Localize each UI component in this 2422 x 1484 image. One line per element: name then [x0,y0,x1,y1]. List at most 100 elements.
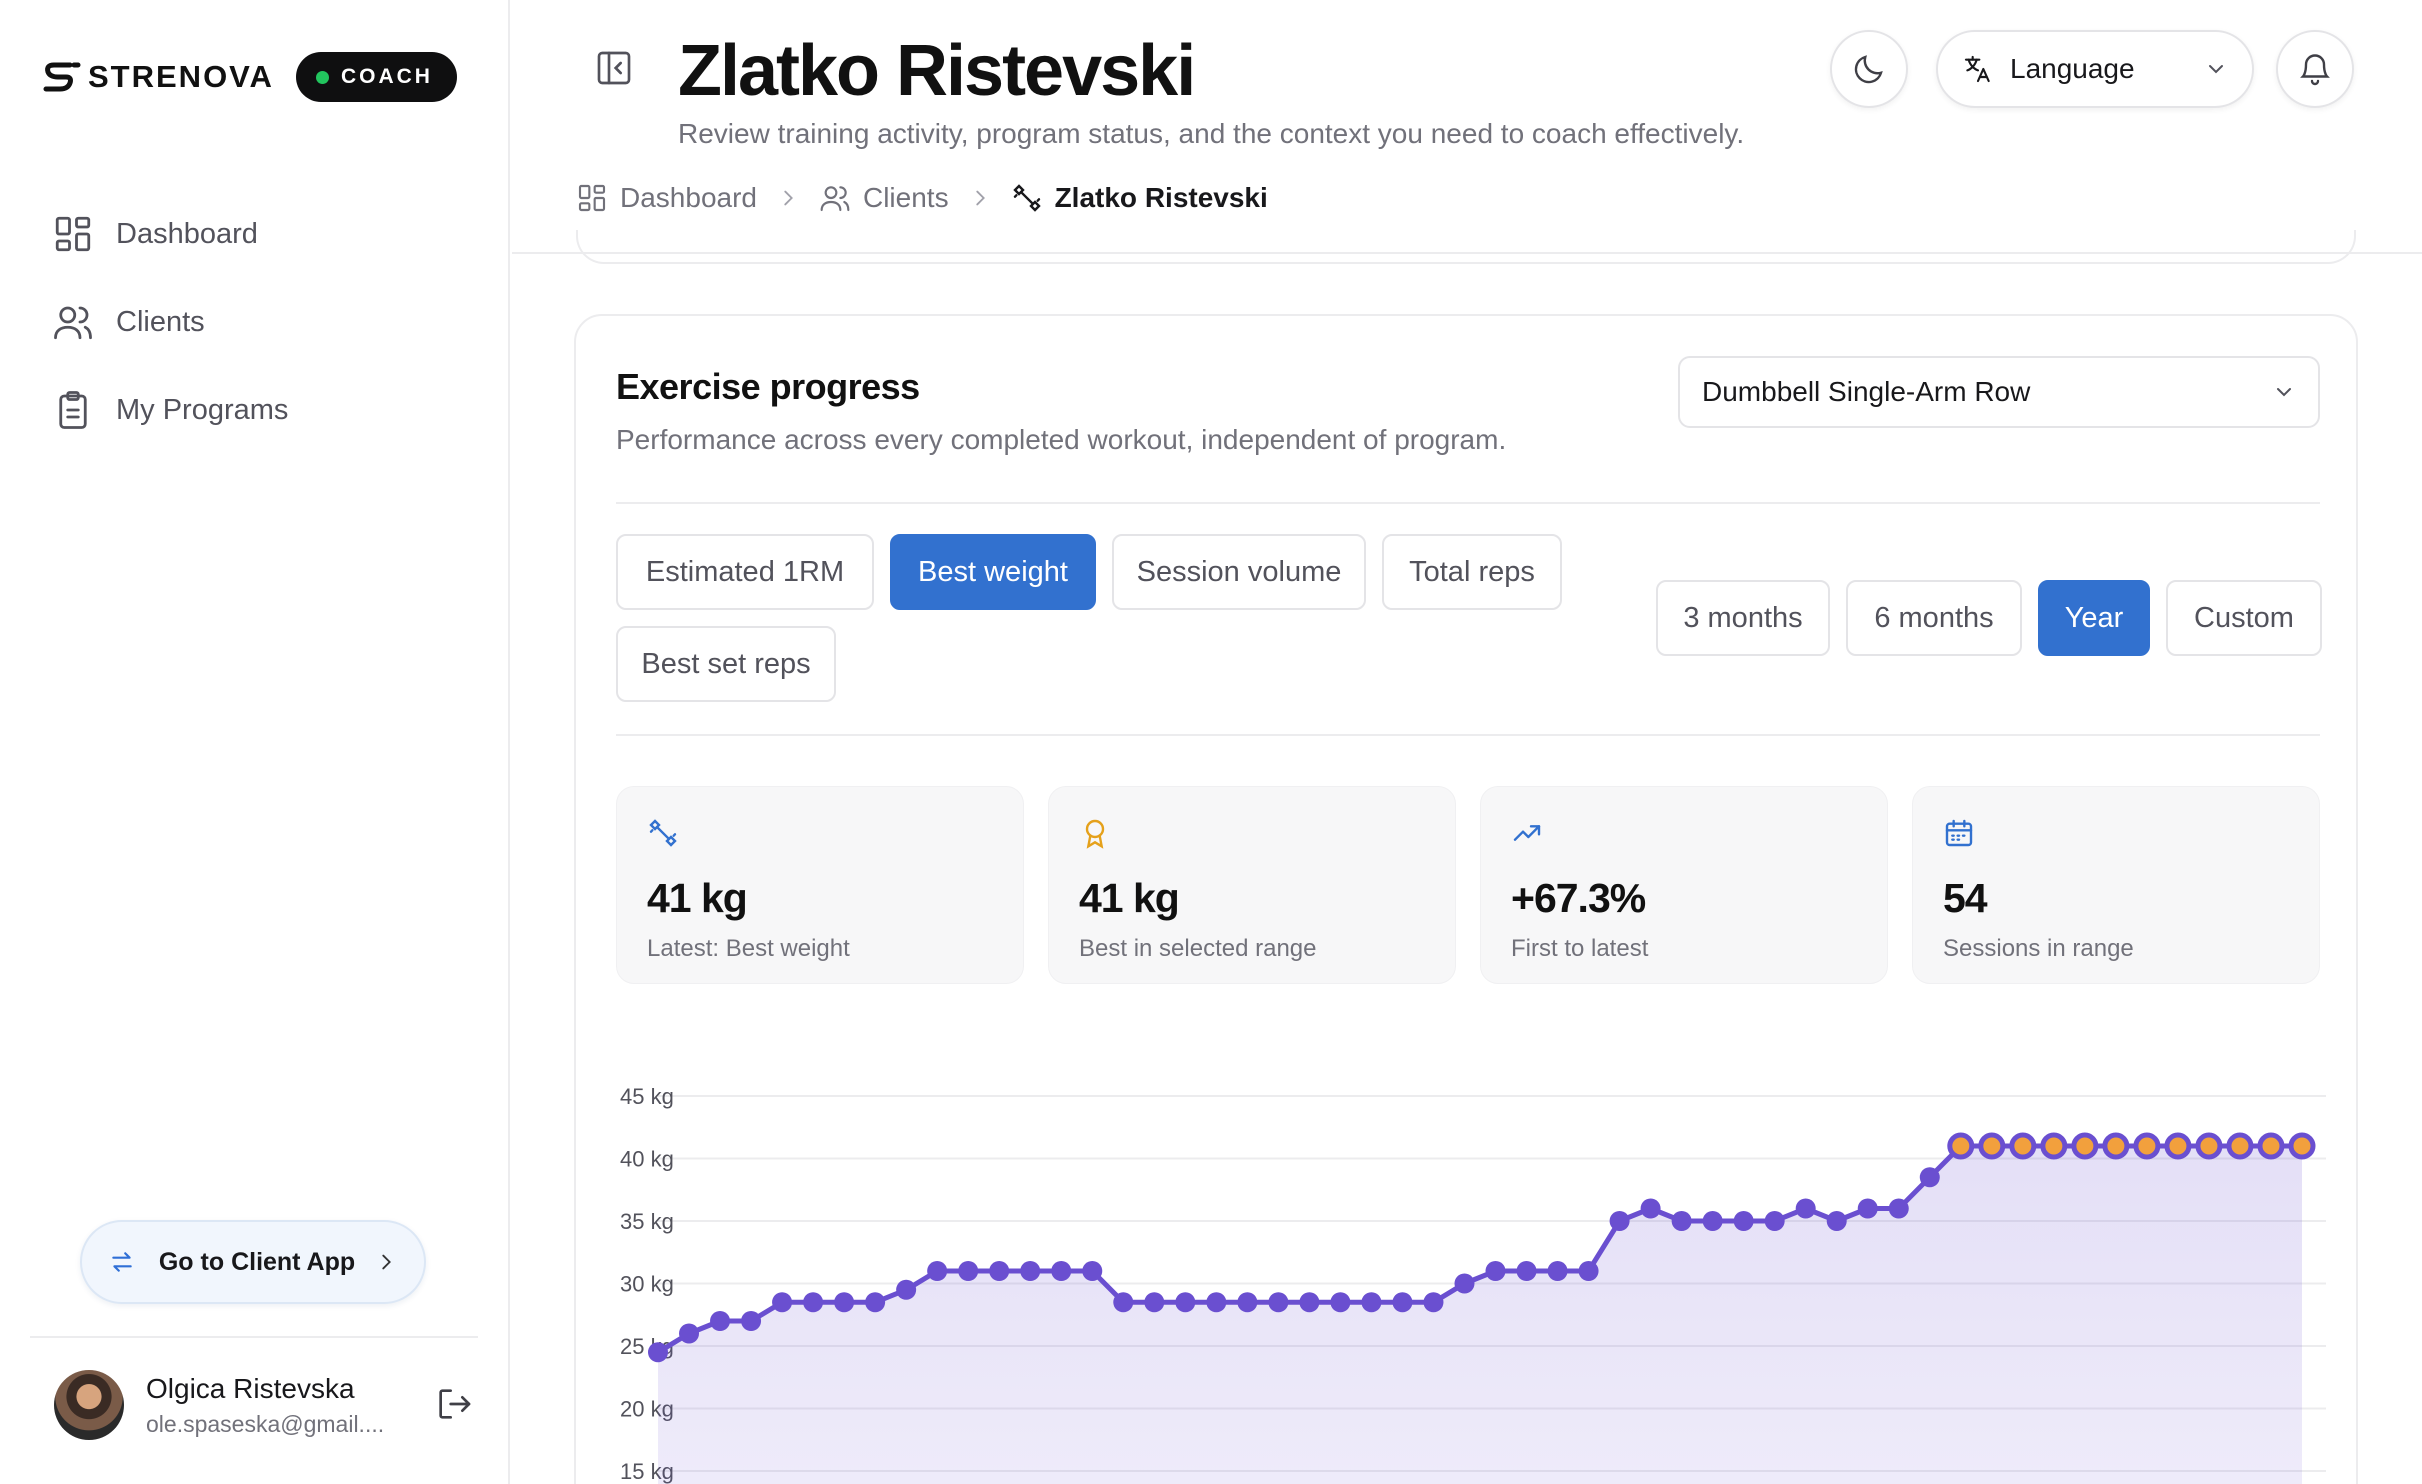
chart-data-point[interactable] [1978,1132,2006,1160]
user-profile: Olgica Ristevska ole.spaseska@gmail.... [54,1370,474,1440]
chart-data-point[interactable] [1237,1292,1258,1313]
chart-data-point[interactable] [1299,1292,1320,1313]
chart-data-point[interactable] [2040,1132,2068,1160]
chart-y-tick-label: 30 kg [620,1272,674,1297]
breadcrumb-dashboard[interactable]: Dashboard [576,182,757,214]
chart-data-point[interactable] [1082,1261,1103,1281]
logout-icon[interactable] [434,1384,474,1424]
chart-data-point[interactable] [1361,1292,1382,1313]
chart-data-point[interactable] [1454,1273,1475,1294]
chart-data-point[interactable] [648,1342,668,1363]
chart-data-point[interactable] [1947,1132,1975,1160]
chart-data-point[interactable] [1330,1292,1351,1313]
chart-y-tick-label: 40 kg [620,1147,674,1172]
chart-data-point[interactable] [1640,1198,1661,1219]
chart-data-point[interactable] [2102,1132,2130,1160]
chart-data-point[interactable] [772,1292,793,1313]
sidebar-item-label: Dashboard [116,217,258,250]
sidebar-divider [30,1336,478,1338]
divider [616,734,2320,736]
chart-data-point[interactable] [2257,1132,2285,1160]
chart-data-point[interactable] [1671,1211,1692,1231]
avatar[interactable] [54,1370,124,1440]
chart-data-point[interactable] [741,1311,762,1331]
chart-data-point[interactable] [1113,1292,1134,1313]
chart-data-point[interactable] [679,1323,700,1344]
chart-data-point[interactable] [1206,1292,1227,1313]
chart-data-point[interactable] [1764,1211,1785,1231]
chart-data-point[interactable] [958,1261,979,1281]
stat-value: 41 kg [1079,875,1180,921]
chart-data-point[interactable] [865,1292,886,1313]
chart-data-point[interactable] [834,1292,855,1313]
chart-data-point[interactable] [2195,1132,2223,1160]
chart-data-point[interactable] [803,1292,824,1313]
chart-data-point[interactable] [2071,1132,2099,1160]
trending-up-icon [1513,825,1541,841]
language-select[interactable]: Language [1936,30,2254,108]
chart-data-point[interactable] [1857,1198,1878,1219]
chart-data-point[interactable] [1268,1292,1289,1313]
page-title: Zlatko Ristevski [678,31,1196,111]
chart-data-point[interactable] [2288,1132,2316,1160]
metric-tab-best-weight[interactable]: Best weight [890,534,1096,610]
chart-data-point[interactable] [1051,1261,1072,1281]
chart-data-point[interactable] [1795,1198,1816,1219]
range-tab-year[interactable]: Year [2038,580,2150,656]
chart-data-point[interactable] [1516,1261,1537,1281]
chart-data-point[interactable] [2226,1132,2254,1160]
metric-tab-total-reps[interactable]: Total reps [1382,534,1562,610]
chart-data-point[interactable] [1020,1261,1041,1281]
chart-data-point[interactable] [1609,1211,1630,1231]
card-subtitle: Performance across every completed worko… [616,424,1507,455]
bell-icon [2300,54,2330,86]
metric-tab-estimated-1rm[interactable]: Estimated 1RM [616,534,874,610]
exercise-select-value: Dumbbell Single-Arm Row [1702,376,2031,407]
exercise-select[interactable]: Dumbbell Single-Arm Row [1678,356,2320,428]
breadcrumb-clients[interactable]: Clients [819,182,949,214]
chart-data-point[interactable] [2133,1132,2161,1160]
chart-data-point[interactable] [989,1261,1010,1281]
divider [616,502,2320,504]
breadcrumb-label: Dashboard [620,182,757,213]
chart-data-point[interactable] [1733,1211,1754,1231]
chart-data-point[interactable] [1702,1211,1723,1231]
chart-data-point[interactable] [1144,1292,1165,1313]
users-icon [54,306,92,340]
user-info: Olgica Ristevska ole.spaseska@gmail.... [146,1373,384,1438]
stat-sessions: 54 Sessions in range [1912,786,2320,984]
sidebar-toggle-icon[interactable] [594,48,634,88]
chart-data-point[interactable] [1547,1261,1568,1281]
sidebar-item-clients[interactable]: Clients [52,278,288,366]
range-tab-3-months[interactable]: 3 months [1656,580,1830,656]
chevron-right-icon [975,190,985,206]
chart-data-point[interactable] [710,1311,731,1331]
chart-data-point[interactable] [2009,1132,2037,1160]
sidebar-item-dashboard[interactable]: Dashboard [52,190,288,278]
chart-data-point[interactable] [1423,1292,1444,1313]
brand-name: STRENOVA [88,59,274,94]
metric-tab-session-volume[interactable]: Session volume [1112,534,1366,610]
notifications-button[interactable] [2276,30,2354,108]
sidebar: STRENOVA COACH Dashboard Clients [0,0,510,1484]
strenova-logo-icon [43,62,81,92]
chart-data-point[interactable] [927,1261,948,1281]
chart-data-point[interactable] [1175,1292,1196,1313]
chart-data-point[interactable] [1919,1167,1940,1188]
sidebar-item-my-programs[interactable]: My Programs [52,366,288,454]
go-to-client-app-button[interactable]: Go to Client App [80,1220,426,1304]
chart-data-point[interactable] [1888,1198,1909,1219]
chart-data-point[interactable] [1578,1261,1599,1281]
chart-data-point[interactable] [1826,1211,1847,1231]
chart-data-point[interactable] [896,1279,917,1300]
range-tab-custom[interactable]: Custom [2166,580,2322,656]
metric-tab-best-set-reps[interactable]: Best set reps [616,626,836,702]
brand[interactable]: STRENOVA COACH [40,52,457,102]
stat-change: +67.3% First to latest [1480,786,1888,984]
stat-value: 54 [1943,875,1988,921]
range-tab-6-months[interactable]: 6 months [1846,580,2022,656]
theme-toggle-button[interactable] [1830,30,1908,108]
chart-data-point[interactable] [2164,1132,2192,1160]
chart-data-point[interactable] [1392,1292,1413,1313]
chart-data-point[interactable] [1485,1261,1506,1281]
